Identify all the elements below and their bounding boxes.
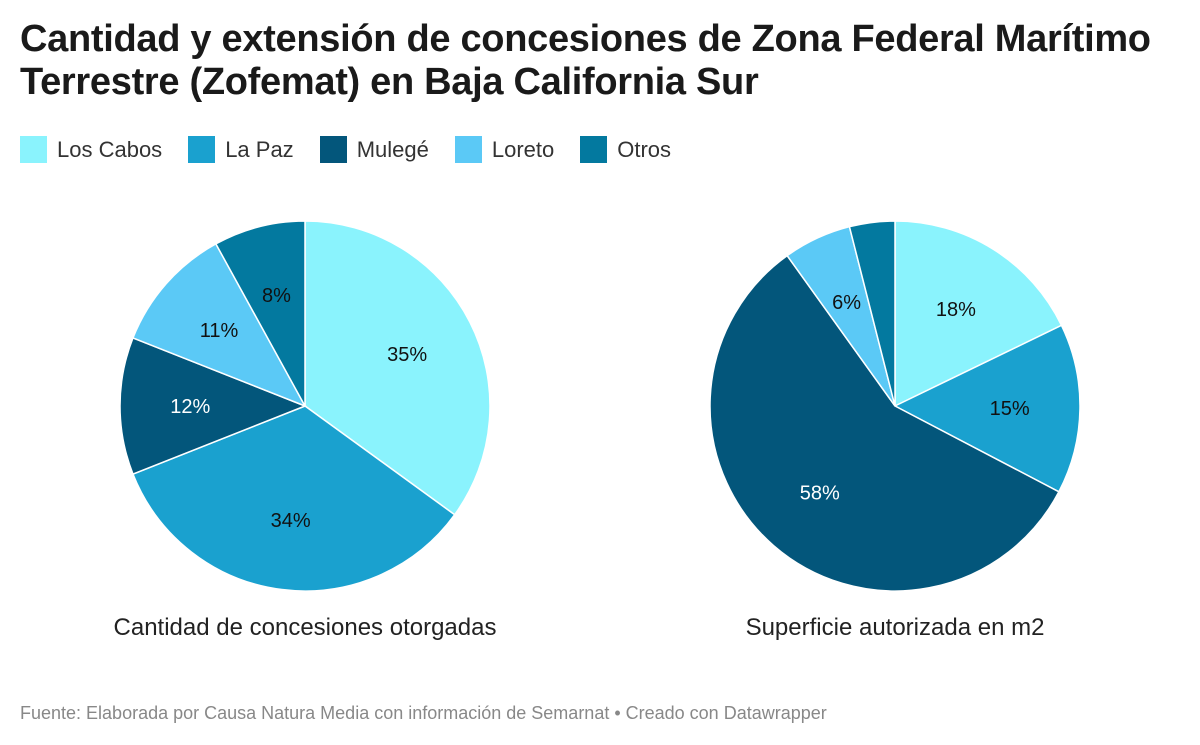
legend-swatch xyxy=(319,136,347,163)
pie-1-data-label: 11% xyxy=(200,320,239,342)
source-note: Fuente: Elaborada por Causa Natura Media… xyxy=(20,703,827,723)
pie-2-data-label: 58% xyxy=(800,483,840,505)
pie-1-slice-loreto xyxy=(132,242,307,408)
legend: Los Cabos La Paz Mulegé Loreto Otros xyxy=(20,136,697,163)
pie-1-slice-muleg- xyxy=(119,336,308,476)
legend-item-otros: Otros xyxy=(580,136,671,163)
pie-2-data-label: 6% xyxy=(832,292,861,314)
pie-1-slice-la-paz xyxy=(132,405,456,592)
legend-label: Otros xyxy=(617,136,672,162)
legend-item-loreto: Loreto xyxy=(454,136,555,163)
pie-1-data-label: 8% xyxy=(262,285,291,307)
pie-2-slice-los-cabos xyxy=(894,220,1063,408)
pie-2-data-label: 18% xyxy=(936,299,976,321)
pie-2-slice-otros xyxy=(848,220,896,407)
chart-title: Cantidad y extensión de concesiones de Z… xyxy=(20,18,1151,103)
pie-1-data-label: 12% xyxy=(170,396,210,418)
legend-swatch xyxy=(580,136,608,163)
legend-label: La Paz xyxy=(225,136,294,162)
legend-label: Mulegé xyxy=(356,136,429,162)
pie-2-slice-la-paz xyxy=(893,324,1081,493)
legend-item-mulege: Mulegé xyxy=(319,136,429,163)
legend-item-los-cabos: Los Cabos xyxy=(20,136,162,163)
pie-1-data-label: 34% xyxy=(271,510,311,532)
legend-swatch xyxy=(454,136,482,163)
pie-1-slice-otros xyxy=(214,220,306,407)
pie-2-data-label: 15% xyxy=(990,398,1030,420)
legend-item-la-paz: La Paz xyxy=(188,136,294,163)
legend-label: Los Cabos xyxy=(57,136,163,162)
pie-2-title: Superficie autorizada en m2 xyxy=(745,614,1045,641)
legend-label: Loreto xyxy=(491,136,555,162)
pie-1-title: Cantidad de concesiones otorgadas xyxy=(113,614,497,641)
legend-swatch xyxy=(20,136,47,163)
pie-2-slice-muleg- xyxy=(709,254,1060,592)
pie-1-slice-los-cabos xyxy=(304,220,491,516)
pie-1-data-label: 35% xyxy=(387,344,427,366)
legend-swatch xyxy=(188,136,216,163)
